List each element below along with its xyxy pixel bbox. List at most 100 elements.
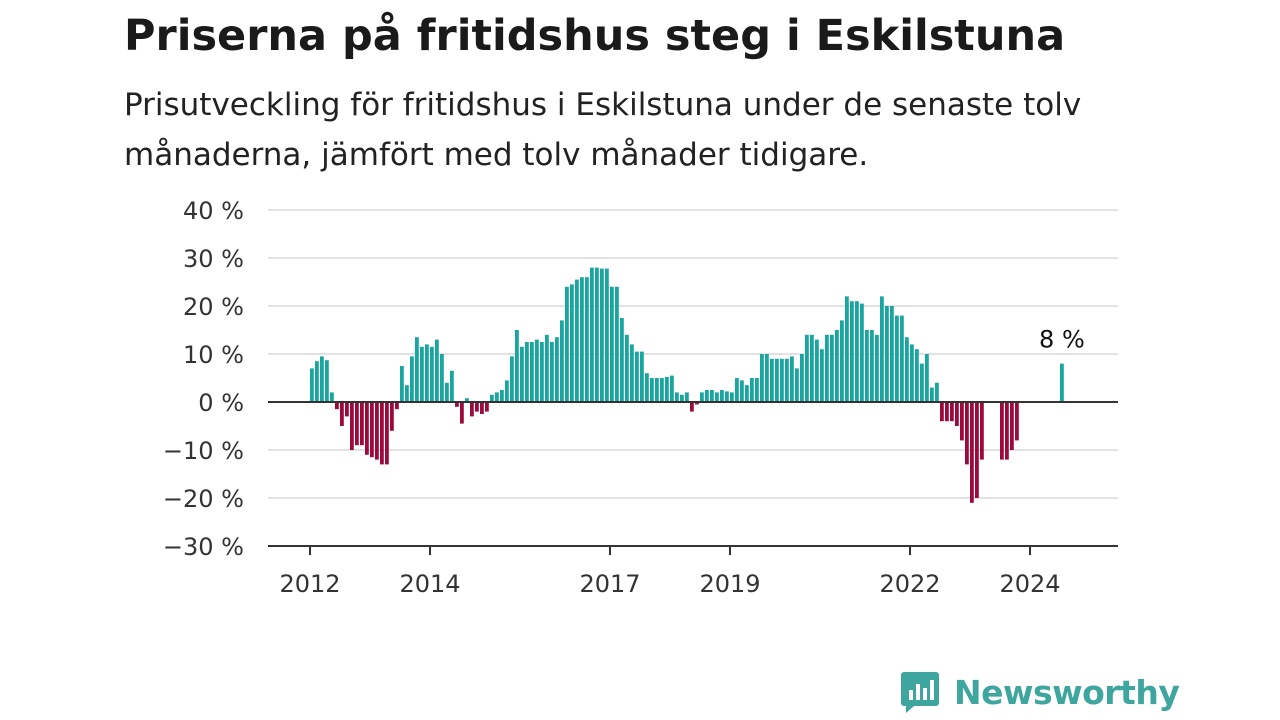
bar [855,301,859,402]
bar [725,391,729,402]
bar [1005,402,1009,460]
bar [680,394,684,402]
bar [460,402,464,424]
y-tick-label: 10 % [183,341,244,369]
bar [920,363,924,402]
bar [345,402,349,417]
bar [770,358,774,402]
brand-name: Newsworthy [954,672,1180,712]
x-tick-label: 2019 [699,570,760,598]
bar [905,337,909,402]
bar [455,402,459,407]
bar [705,390,709,402]
bar [465,398,469,402]
bar [480,402,484,414]
bar [550,342,554,402]
bar [470,402,474,417]
y-tick-label: −30 % [163,533,244,561]
bar [545,334,549,402]
bar [330,392,334,402]
y-tick-label: −10 % [163,437,244,465]
bar [720,390,724,402]
bar [515,330,519,402]
bar [760,354,764,402]
bar [595,267,599,402]
bar [475,402,479,412]
x-tick-label: 2022 [879,570,940,598]
bar [865,330,869,402]
bar [510,356,514,402]
bar [440,354,444,402]
bar [495,392,499,402]
bar [340,402,344,426]
bar [575,279,579,402]
bar [710,390,714,402]
bar [615,286,619,402]
bar [875,334,879,402]
bar [320,356,324,402]
bars [310,267,1064,503]
bar [950,402,954,422]
bar [890,306,894,402]
bar [650,378,654,402]
bar [750,378,754,402]
bar [715,392,719,402]
bar [415,337,419,402]
bar [640,351,644,402]
bar [365,402,369,455]
bar [450,370,454,402]
bar [530,342,534,402]
axes [268,401,1118,555]
bar [785,358,789,402]
bar [880,296,884,402]
bar [885,306,889,402]
bar [965,402,969,465]
bar [630,344,634,402]
bar [695,402,699,405]
bar [420,346,424,402]
bar [390,402,394,431]
bar [430,346,434,402]
bar [350,402,354,450]
bar-chart-speech-bubble-icon [901,672,939,713]
bar [810,334,814,402]
bar [835,330,839,402]
bar [635,351,639,402]
bar [485,402,489,412]
bar [560,320,564,402]
bar [625,334,629,402]
bar [895,315,899,402]
bar [335,402,339,410]
bar [610,286,614,402]
bar [395,402,399,410]
bar [525,342,529,402]
bar [555,337,559,402]
bar [930,387,934,402]
bar [435,339,439,402]
y-tick-label: 30 % [183,245,244,273]
chart-subtitle: Prisutveckling för fritidshus i Eskilstu… [124,87,1082,173]
bar [935,382,939,402]
bar [570,284,574,402]
bar [505,380,509,402]
bar [685,392,689,402]
x-tick-label: 2024 [999,570,1060,598]
bar [840,320,844,402]
bar [670,375,674,402]
bar [380,402,384,465]
bar [540,342,544,402]
bar [645,373,649,402]
x-tick-label: 2012 [279,570,340,598]
bar [755,378,759,402]
bar [850,301,854,402]
bar [870,330,874,402]
bar [845,296,849,402]
bar [700,392,704,402]
bar [800,354,804,402]
brand-logo: Newsworthy [900,670,1180,714]
bar [375,402,379,460]
bar [590,267,594,402]
bar [360,402,364,446]
bar [925,354,929,402]
